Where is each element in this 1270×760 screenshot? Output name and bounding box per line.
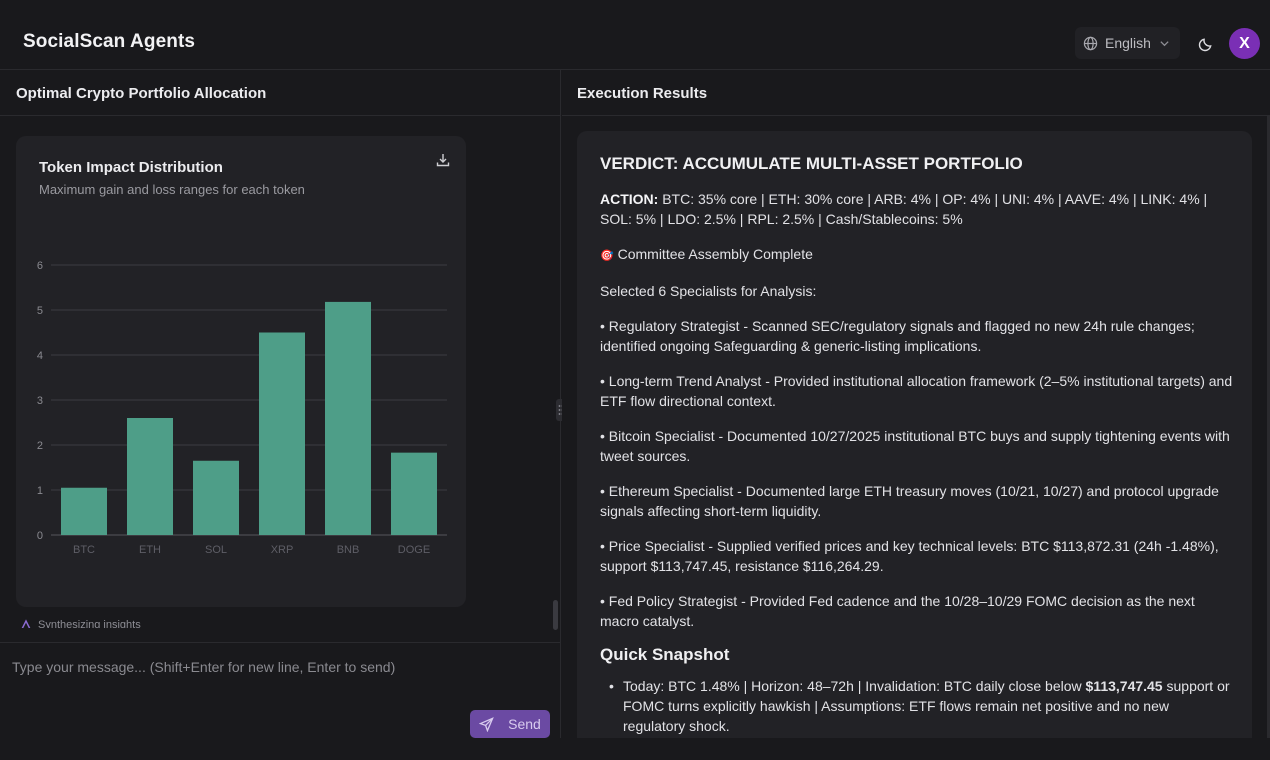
left-panel: Optimal Crypto Portfolio Allocation 0 1 2 3… (0, 70, 561, 738)
bar-doge[interactable] (391, 452, 437, 535)
spinner-icon (21, 619, 31, 628)
snapshot-item: • Today: BTC 1.48% | Horizon: 48–72h | In… (600, 676, 1235, 736)
x-tick-label: BNB (337, 544, 360, 556)
specialist-item: • Ethereum Specialist - Documented large… (600, 483, 1219, 519)
x-tick-label: DOGE (398, 544, 430, 556)
specialist-item: • Price Specialist - Supplied verified p… (600, 538, 1219, 574)
x-tick-label: BTC (73, 544, 95, 556)
results-content: VERDICT: ACCUMULATE MULTI-ASSET PORTFOLI… (600, 153, 1235, 736)
snapshot-text-bold: $113,747.45 (1085, 678, 1163, 694)
send-button[interactable]: Send (470, 710, 550, 738)
y-tick-label: 4 (37, 350, 43, 362)
action-paragraph: ACTION: BTC: 35% core | ETH: 30% core | … (600, 189, 1235, 229)
status-text: Synthesizing insights (20, 619, 141, 628)
language-label: English (1105, 35, 1151, 51)
specialist-item: • Bitcoin Specialist - Documented 10/27/… (600, 428, 1230, 464)
bar-xrp[interactable] (259, 332, 305, 536)
top-bar: SocialScan Agents English X (0, 0, 1270, 70)
status-label: Synthesizing insights (38, 619, 141, 628)
message-input[interactable] (12, 655, 542, 679)
specialist-item: • Regulatory Strategist - Scanned SEC/re… (600, 318, 1195, 354)
chevron-down-icon (1160, 40, 1169, 46)
globe-icon (1083, 36, 1098, 50)
specialist-item: • Fed Policy Strategist - Provided Fed c… (600, 593, 1195, 629)
results-card: VERDICT: ACCUMULATE MULTI-ASSET PORTFOLI… (577, 131, 1252, 738)
verdict-heading: VERDICT: ACCUMULATE MULTI-ASSET PORTFOLI… (600, 154, 1023, 173)
chart-title: Token Impact Distribution (39, 159, 223, 176)
x-tick-label: ETH (139, 544, 161, 556)
bar-sol[interactable] (193, 460, 239, 535)
message-composer: Send (0, 642, 561, 738)
y-tick-label: 2 (37, 440, 43, 452)
avatar[interactable]: X (1229, 28, 1260, 59)
bar-eth[interactable] (127, 418, 173, 535)
right-panel-title: Execution Results (577, 85, 708, 102)
target-icon: 🎯 (600, 250, 614, 262)
app-title: SocialScan Agents (23, 31, 196, 52)
divider (0, 115, 561, 116)
bar-chart: 0 1 2 3 4 5 6 BTC ETH SOL XRP BNB DOGE (37, 260, 447, 556)
moon-icon (1198, 37, 1212, 51)
chart-subtitle: Maximum gain and loss ranges for each to… (39, 182, 305, 197)
bottom-strip (0, 738, 1270, 760)
chart-card: 0 1 2 3 4 5 6 BTC ETH SOL XRP BNB DOGE Token Impact … (16, 136, 466, 607)
bar-btc[interactable] (61, 487, 107, 535)
theme-toggle-button[interactable] (1193, 32, 1217, 56)
y-tick-label: 0 (37, 530, 43, 542)
send-label: Send (508, 716, 541, 732)
committee-line: 🎯 Committee Assembly Complete (600, 244, 1235, 266)
action-text: BTC: 35% core | ETH: 30% core | ARB: 4% … (600, 191, 1208, 227)
specialist-item: • Long-term Trend Analyst - Provided ins… (600, 373, 1233, 409)
bullet-marker: • (609, 678, 614, 694)
snapshot-text-pre: Today: BTC 1.48% | Horizon: 48–72h | Inv… (623, 678, 1086, 694)
divider (562, 115, 1270, 116)
y-tick-label: 1 (37, 485, 43, 497)
bar-bnb[interactable] (325, 301, 371, 535)
x-tick-label: XRP (271, 544, 294, 556)
results-scrollbar[interactable] (1267, 116, 1270, 738)
selected-line: Selected 6 Specialists for Analysis: (600, 283, 817, 299)
left-panel-title: Optimal Crypto Portfolio Allocation (16, 85, 267, 102)
x-tick-label: SOL (205, 544, 227, 556)
snapshot-text-post: support or FOMC turns explicitly hawkish… (623, 678, 1230, 734)
committee-text: Committee Assembly Complete (613, 246, 813, 262)
scrollbar-thumb[interactable] (553, 600, 558, 630)
y-tick-label: 6 (37, 260, 43, 272)
action-label: ACTION: (600, 191, 659, 207)
language-selector[interactable]: English (1075, 27, 1180, 59)
download-icon[interactable] (435, 152, 451, 168)
right-panel: Execution Results VERDICT: ACCUMULATE MU… (562, 70, 1270, 738)
y-tick-label: 3 (37, 395, 43, 407)
send-icon (479, 716, 494, 732)
y-tick-label: 5 (37, 305, 43, 317)
snapshot-heading: Quick Snapshot (600, 645, 730, 664)
